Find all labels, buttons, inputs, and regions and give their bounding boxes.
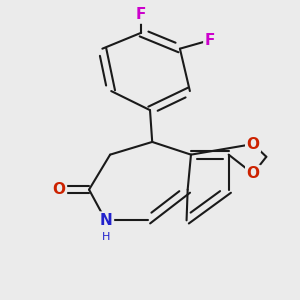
Text: F: F <box>205 33 215 48</box>
Text: O: O <box>247 166 260 181</box>
Text: H: H <box>102 232 110 242</box>
Text: O: O <box>53 182 66 197</box>
Text: F: F <box>136 7 146 22</box>
Text: N: N <box>100 213 113 228</box>
Text: O: O <box>247 136 260 152</box>
